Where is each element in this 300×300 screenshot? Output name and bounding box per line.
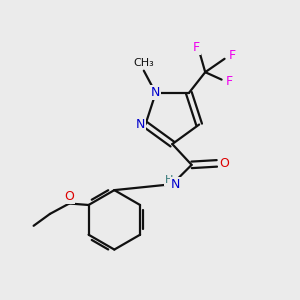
Text: N: N	[171, 178, 181, 191]
Text: H: H	[164, 175, 173, 185]
Text: N: N	[135, 118, 145, 131]
Text: F: F	[226, 75, 232, 88]
Text: O: O	[219, 157, 229, 170]
Text: N: N	[151, 86, 160, 100]
Text: F: F	[228, 49, 236, 62]
Text: CH₃: CH₃	[134, 58, 154, 68]
Text: F: F	[193, 41, 200, 54]
Text: O: O	[64, 190, 74, 203]
